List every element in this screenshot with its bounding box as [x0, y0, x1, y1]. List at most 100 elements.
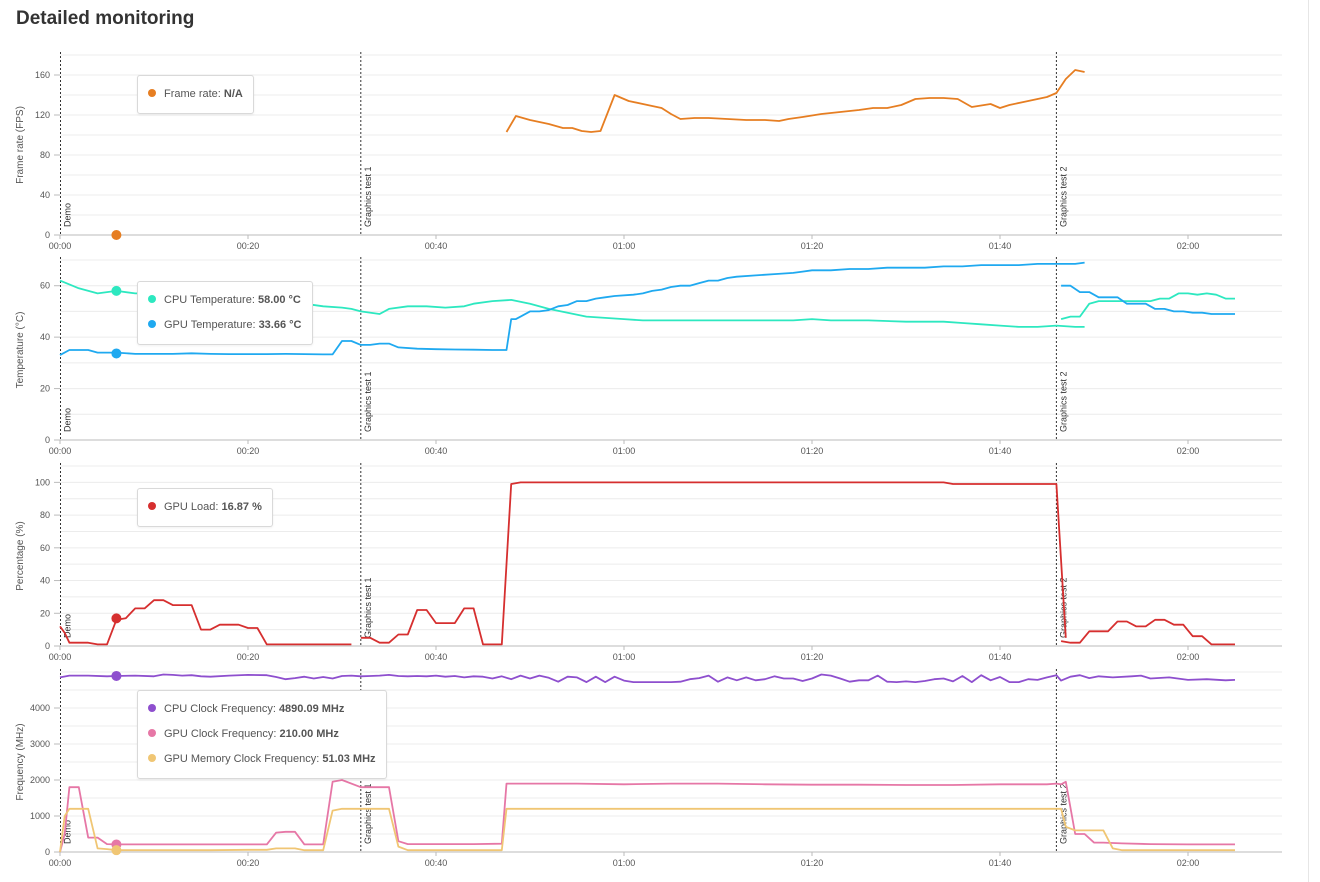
test-marker-label: Graphics test 2 — [1058, 166, 1068, 227]
x-tick-label: 01:20 — [801, 858, 824, 868]
x-tick-label: 00:20 — [237, 858, 260, 868]
series-line — [1061, 284, 1235, 315]
legend-frequency: CPU Clock Frequency: 4890.09 MHz GPU Cloc… — [137, 690, 387, 779]
legend-value: 33.66 °C — [258, 319, 302, 331]
y-tick-label: 80 — [40, 150, 50, 160]
legend-dot-icon — [148, 320, 156, 329]
series-line — [360, 481, 1067, 646]
x-tick-label: 00:00 — [49, 241, 72, 251]
hover-point — [111, 613, 122, 624]
legend-item: GPU Temperature: 33.66 °C — [148, 313, 302, 338]
y-tick-label: 0 — [45, 230, 50, 240]
y-tick-label: 40 — [40, 576, 50, 586]
x-tick-label: 01:00 — [613, 652, 636, 662]
hover-point — [111, 348, 122, 359]
legend-label: Frame rate: — [164, 88, 224, 100]
legend-value: 58.00 °C — [257, 294, 301, 306]
y-tick-label: 1000 — [30, 811, 50, 821]
x-tick-label: 00:20 — [237, 652, 260, 662]
y-tick-label: 2000 — [30, 775, 50, 785]
y-axis-title: Frequency (MHz) — [15, 723, 26, 800]
x-tick-label: 01:20 — [801, 652, 824, 662]
x-tick-label: 01:00 — [613, 241, 636, 251]
legend-temperature: CPU Temperature: 58.00 °C GPU Temperature… — [137, 281, 313, 345]
x-tick-label: 02:00 — [1177, 446, 1200, 456]
test-marker-label: Graphics test 1 — [363, 371, 373, 432]
y-tick-label: 20 — [40, 384, 50, 394]
legend-item: GPU Load: 16.87 % — [148, 495, 262, 520]
legend-label: CPU Clock Frequency: — [164, 703, 279, 715]
series-line — [59, 673, 1236, 683]
test-marker-label: Graphics test 2 — [1058, 783, 1068, 844]
y-tick-label: 0 — [45, 847, 50, 857]
y-tick-label: 0 — [45, 435, 50, 445]
x-tick-label: 01:40 — [989, 858, 1012, 868]
x-tick-label: 02:00 — [1177, 652, 1200, 662]
page-right-divider — [1308, 0, 1309, 882]
x-tick-label: 00:00 — [49, 446, 72, 456]
legend-dot-icon — [148, 295, 156, 304]
legend-label: GPU Load: — [164, 501, 222, 513]
y-tick-label: 120 — [35, 110, 50, 120]
test-marker-label: Graphics test 2 — [1058, 371, 1068, 432]
legend-dot-icon — [148, 89, 156, 98]
hover-point — [111, 670, 122, 681]
x-tick-label: 00:40 — [425, 858, 448, 868]
legend-dot-icon — [148, 754, 156, 763]
test-marker-label: Graphics test 1 — [363, 166, 373, 227]
x-tick-label: 02:00 — [1177, 858, 1200, 868]
y-tick-label: 3000 — [30, 739, 50, 749]
legend-label: GPU Temperature: — [164, 319, 259, 331]
test-marker-label: Demo — [63, 820, 73, 844]
legend-dot-icon — [148, 704, 156, 713]
test-marker-label: Demo — [63, 408, 73, 432]
x-tick-label: 01:20 — [801, 241, 824, 251]
legend-value: 16.87 % — [221, 501, 262, 513]
series-line — [1060, 292, 1235, 320]
legend-item: GPU Clock Frequency: 210.00 MHz — [148, 722, 376, 747]
x-tick-label: 00:00 — [49, 858, 72, 868]
hover-point — [111, 285, 122, 296]
y-tick-label: 100 — [35, 477, 50, 487]
series-line — [59, 779, 1235, 853]
legend-label: CPU Temperature: — [164, 294, 258, 306]
x-tick-label: 00:20 — [237, 446, 260, 456]
y-tick-label: 60 — [40, 543, 50, 553]
x-tick-label: 00:40 — [425, 241, 448, 251]
y-tick-label: 40 — [40, 190, 50, 200]
y-tick-label: 40 — [40, 332, 50, 342]
y-axis-title: Frame rate (FPS) — [15, 106, 26, 184]
legend-item: GPU Memory Clock Frequency: 51.03 MHz — [148, 747, 376, 772]
y-tick-label: 80 — [40, 510, 50, 520]
x-tick-label: 00:00 — [49, 652, 72, 662]
x-tick-label: 01:40 — [989, 446, 1012, 456]
series-line — [59, 261, 1085, 356]
series-line — [505, 69, 1085, 133]
legend-frame-rate: Frame rate: N/A — [137, 75, 254, 114]
legend-item: CPU Clock Frequency: 4890.09 MHz — [148, 697, 376, 722]
y-axis-title: Temperature (°C) — [15, 312, 26, 389]
legend-item: Frame rate: N/A — [148, 82, 243, 107]
legend-value: 51.03 MHz — [322, 753, 376, 765]
test-marker-label: Graphics test 1 — [363, 577, 373, 638]
hover-point — [111, 845, 122, 856]
legend-value: 210.00 MHz — [279, 728, 339, 740]
y-tick-label: 0 — [45, 641, 50, 651]
x-tick-label: 01:00 — [613, 858, 636, 868]
series-line — [1060, 618, 1235, 646]
legend-gpu-load: GPU Load: 16.87 % — [137, 488, 273, 527]
x-tick-label: 00:40 — [425, 446, 448, 456]
y-tick-label: 60 — [40, 281, 50, 291]
legend-dot-icon — [148, 729, 156, 738]
x-tick-label: 00:20 — [237, 241, 260, 251]
y-tick-label: 4000 — [30, 703, 50, 713]
test-marker-label: Demo — [63, 203, 73, 227]
legend-item: CPU Temperature: 58.00 °C — [148, 288, 302, 313]
x-tick-label: 01:40 — [989, 652, 1012, 662]
hover-point — [111, 230, 122, 240]
series-line — [59, 599, 352, 646]
y-tick-label: 160 — [35, 70, 50, 80]
x-tick-label: 02:00 — [1177, 241, 1200, 251]
y-axis-title: Percentage (%) — [15, 521, 26, 590]
y-tick-label: 20 — [40, 608, 50, 618]
